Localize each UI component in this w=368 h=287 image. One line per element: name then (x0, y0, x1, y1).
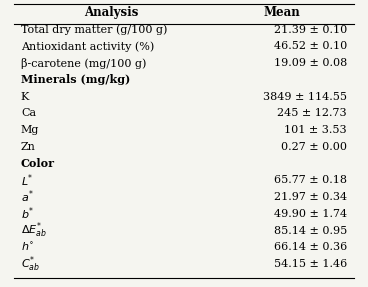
Text: 101 ± 3.53: 101 ± 3.53 (284, 125, 347, 135)
Text: $L^{*}$: $L^{*}$ (21, 172, 33, 189)
Text: Total dry matter (g/100 g): Total dry matter (g/100 g) (21, 24, 167, 35)
Text: Minerals (mg/kg): Minerals (mg/kg) (21, 74, 130, 85)
Text: 21.97 ± 0.34: 21.97 ± 0.34 (274, 192, 347, 202)
Text: $C^{*}_{ab}$: $C^{*}_{ab}$ (21, 254, 40, 274)
Text: 19.09 ± 0.08: 19.09 ± 0.08 (274, 58, 347, 68)
Text: β-carotene (mg/100 g): β-carotene (mg/100 g) (21, 58, 146, 69)
Text: 65.77 ± 0.18: 65.77 ± 0.18 (274, 175, 347, 185)
Text: 54.15 ± 1.46: 54.15 ± 1.46 (274, 259, 347, 269)
Text: Mg: Mg (21, 125, 39, 135)
Text: 21.39 ± 0.10: 21.39 ± 0.10 (274, 25, 347, 34)
Text: 245 ± 12.73: 245 ± 12.73 (277, 108, 347, 118)
Text: K: K (21, 92, 29, 102)
Text: 3849 ± 114.55: 3849 ± 114.55 (263, 92, 347, 102)
Text: Ca: Ca (21, 108, 36, 118)
Text: 66.14 ± 0.36: 66.14 ± 0.36 (274, 242, 347, 252)
Text: 0.27 ± 0.00: 0.27 ± 0.00 (281, 142, 347, 152)
Text: $a^{*}$: $a^{*}$ (21, 189, 34, 205)
Text: Antioxidant activity (%): Antioxidant activity (%) (21, 41, 154, 52)
Text: 85.14 ± 0.95: 85.14 ± 0.95 (274, 226, 347, 236)
Text: 49.90 ± 1.74: 49.90 ± 1.74 (274, 209, 347, 219)
Text: 46.52 ± 0.10: 46.52 ± 0.10 (274, 41, 347, 51)
Text: $\Delta E_{ab}^{*}$: $\Delta E_{ab}^{*}$ (21, 221, 47, 241)
Text: $b^{*}$: $b^{*}$ (21, 205, 34, 222)
Text: Color: Color (21, 158, 55, 169)
Text: Zn: Zn (21, 142, 36, 152)
Text: Mean: Mean (263, 6, 300, 19)
Text: Analysis: Analysis (84, 6, 139, 19)
Text: $h^{\circ}$: $h^{\circ}$ (21, 241, 34, 253)
